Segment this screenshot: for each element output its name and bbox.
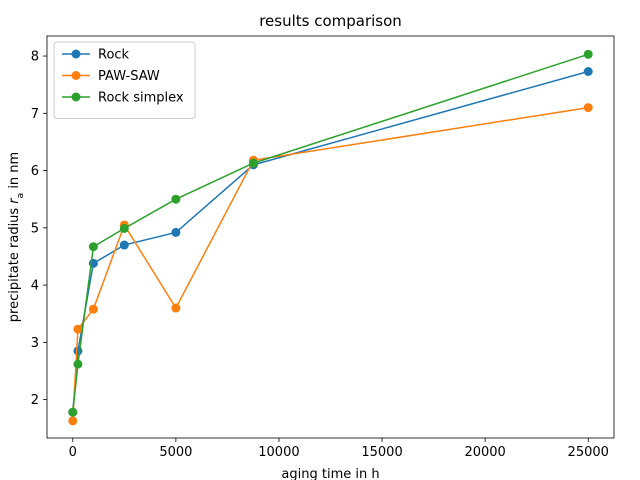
data-point <box>68 416 78 426</box>
x-tick-label: 10000 <box>258 445 299 460</box>
legend-label: Rock simplex <box>98 91 184 106</box>
data-point <box>248 158 258 168</box>
legend-marker <box>71 49 81 59</box>
data-point <box>171 303 181 313</box>
data-point <box>583 67 593 77</box>
data-point <box>119 240 129 250</box>
data-point <box>73 359 83 369</box>
axes-frame <box>46 35 615 439</box>
y-tick-label: 3 <box>31 336 39 351</box>
legend-label: PAW-SAW <box>98 69 160 84</box>
y-tick-label: 5 <box>31 221 39 236</box>
y-axis-label: precipitate radius ra in nm <box>7 152 26 322</box>
x-tick-label: 15000 <box>361 445 402 460</box>
data-point <box>171 194 181 204</box>
data-point <box>583 103 593 113</box>
data-point <box>119 223 129 233</box>
data-point <box>171 227 181 237</box>
legend-label: Rock <box>98 48 130 63</box>
x-tick-label: 5000 <box>159 445 192 460</box>
data-point <box>88 242 98 252</box>
series-line-rock <box>72 70 589 413</box>
legend-marker <box>71 92 81 102</box>
legend: Rock PAW-SAW Rock simplex <box>53 41 196 119</box>
data-point <box>583 49 593 59</box>
y-tick-label: 7 <box>31 107 39 122</box>
x-tick-label: 20000 <box>464 445 505 460</box>
data-point <box>73 324 83 334</box>
plot-area: 0 5000 10000 15000 20000 25000 2 3 4 5 6 7 8 <box>31 35 615 460</box>
x-tick-label: 25000 <box>568 445 609 460</box>
data-point <box>88 304 98 314</box>
y-tick-label: 2 <box>31 393 39 408</box>
series-line-paw-saw <box>72 106 589 421</box>
y-tick-label: 4 <box>31 279 39 294</box>
y-tick-label: 6 <box>31 164 39 179</box>
chart-title: results comparison <box>259 12 402 30</box>
legend-box <box>53 41 196 119</box>
data-point <box>68 407 78 417</box>
x-axis-label: aging time in h <box>281 467 379 480</box>
data-point <box>73 346 83 356</box>
y-tick-label: 8 <box>31 50 39 65</box>
x-tick-label: 0 <box>69 445 77 460</box>
legend-marker <box>71 71 81 80</box>
